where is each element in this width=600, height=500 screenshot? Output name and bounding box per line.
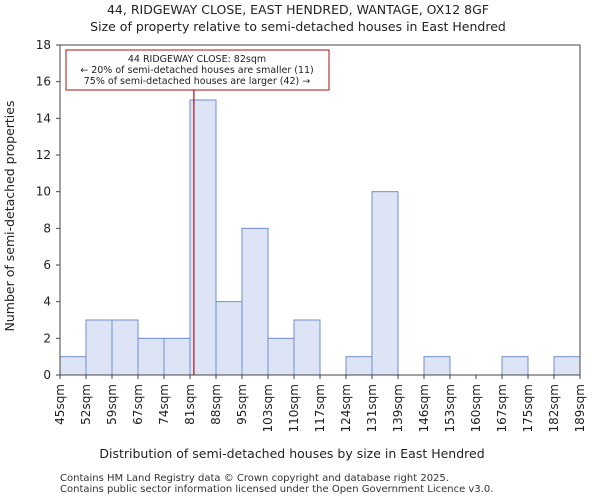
y-tick-label: 18	[36, 38, 51, 52]
bar-103sqm	[267, 337, 295, 376]
x-tick-label: 67sqm	[131, 384, 145, 425]
y-tick-label: 6	[43, 258, 51, 272]
x-tick-label: 160sqm	[469, 384, 483, 432]
y-tick-label: 16	[36, 75, 51, 89]
annotation-box: 44 RIDGEWAY CLOSE: 82sqm ← 20% of semi-d…	[65, 49, 330, 91]
x-tick-label: 124sqm	[339, 384, 353, 432]
y-tick-label: 12	[36, 148, 51, 162]
annotation-line-1: 44 RIDGEWAY CLOSE: 82sqm	[128, 54, 266, 65]
x-tick-label: 167sqm	[495, 384, 509, 432]
bar-110sqm	[293, 319, 321, 376]
y-tick-label: 4	[43, 295, 51, 309]
y-tick-label: 14	[36, 111, 51, 125]
x-tick-label: 95sqm	[235, 384, 249, 425]
y-tick-label: 2	[43, 331, 51, 345]
x-tick-label: 131sqm	[365, 384, 379, 432]
annotation-line-3: 75% of semi-detached houses are larger (…	[84, 76, 311, 87]
plot-frame	[59, 44, 581, 376]
x-tick-label: 146sqm	[417, 384, 431, 432]
bar-182sqm	[553, 356, 581, 376]
bar-95sqm	[241, 227, 269, 376]
x-tick-label: 153sqm	[443, 384, 457, 432]
x-tick-label: 189sqm	[573, 384, 587, 432]
x-tick-label: 59sqm	[105, 384, 119, 425]
x-tick-label: 81sqm	[183, 384, 197, 425]
bar-124sqm	[345, 356, 373, 376]
y-tick-label: 0	[43, 368, 51, 382]
footer-line-2: Contains public sector information licen…	[60, 484, 494, 495]
y-axis-label: Number of semi-detached properties	[2, 101, 17, 332]
bar-131sqm	[371, 191, 399, 376]
bar-146sqm	[423, 356, 451, 376]
x-tick-label: 139sqm	[391, 384, 405, 432]
x-tick-label: 110sqm	[287, 384, 301, 432]
x-tick-label: 175sqm	[521, 384, 535, 432]
x-axis-label: Distribution of semi-detached houses by …	[99, 446, 484, 461]
chart-title-line-2: Size of property relative to semi-detach…	[90, 19, 506, 34]
chart-title-line-1: 44, RIDGEWAY CLOSE, EAST HENDRED, WANTAG…	[107, 2, 489, 17]
x-tick-label: 182sqm	[547, 384, 561, 432]
x-tick-label: 117sqm	[313, 384, 327, 432]
bar-74sqm	[163, 337, 191, 376]
x-axis: 45sqm 52sqm 59sqm 67sqm 74sqm 81sqm 88sqm 95sqm…	[53, 375, 587, 432]
bar-88sqm	[215, 301, 243, 376]
x-tick-label: 74sqm	[157, 384, 171, 425]
x-tick-label: 103sqm	[261, 384, 275, 432]
bar-167sqm	[501, 356, 529, 376]
bar-59sqm	[111, 319, 139, 376]
annotation-line-2: ← 20% of semi-detached houses are smalle…	[80, 65, 314, 76]
y-tick-label: 10	[36, 185, 51, 199]
x-tick-label: 52sqm	[79, 384, 93, 425]
y-axis: 0 2 4 6 8 10 12 14 16 18	[36, 38, 60, 382]
bar-45sqm	[59, 356, 87, 376]
bars-group	[59, 99, 581, 376]
footer-line-1: Contains HM Land Registry data © Crown c…	[60, 473, 449, 484]
x-tick-label: 45sqm	[53, 384, 67, 425]
y-tick-label: 8	[43, 221, 51, 235]
annotation-border	[65, 49, 330, 91]
bar-67sqm	[137, 337, 165, 376]
bar-52sqm	[85, 319, 113, 376]
x-tick-label: 88sqm	[209, 384, 223, 425]
